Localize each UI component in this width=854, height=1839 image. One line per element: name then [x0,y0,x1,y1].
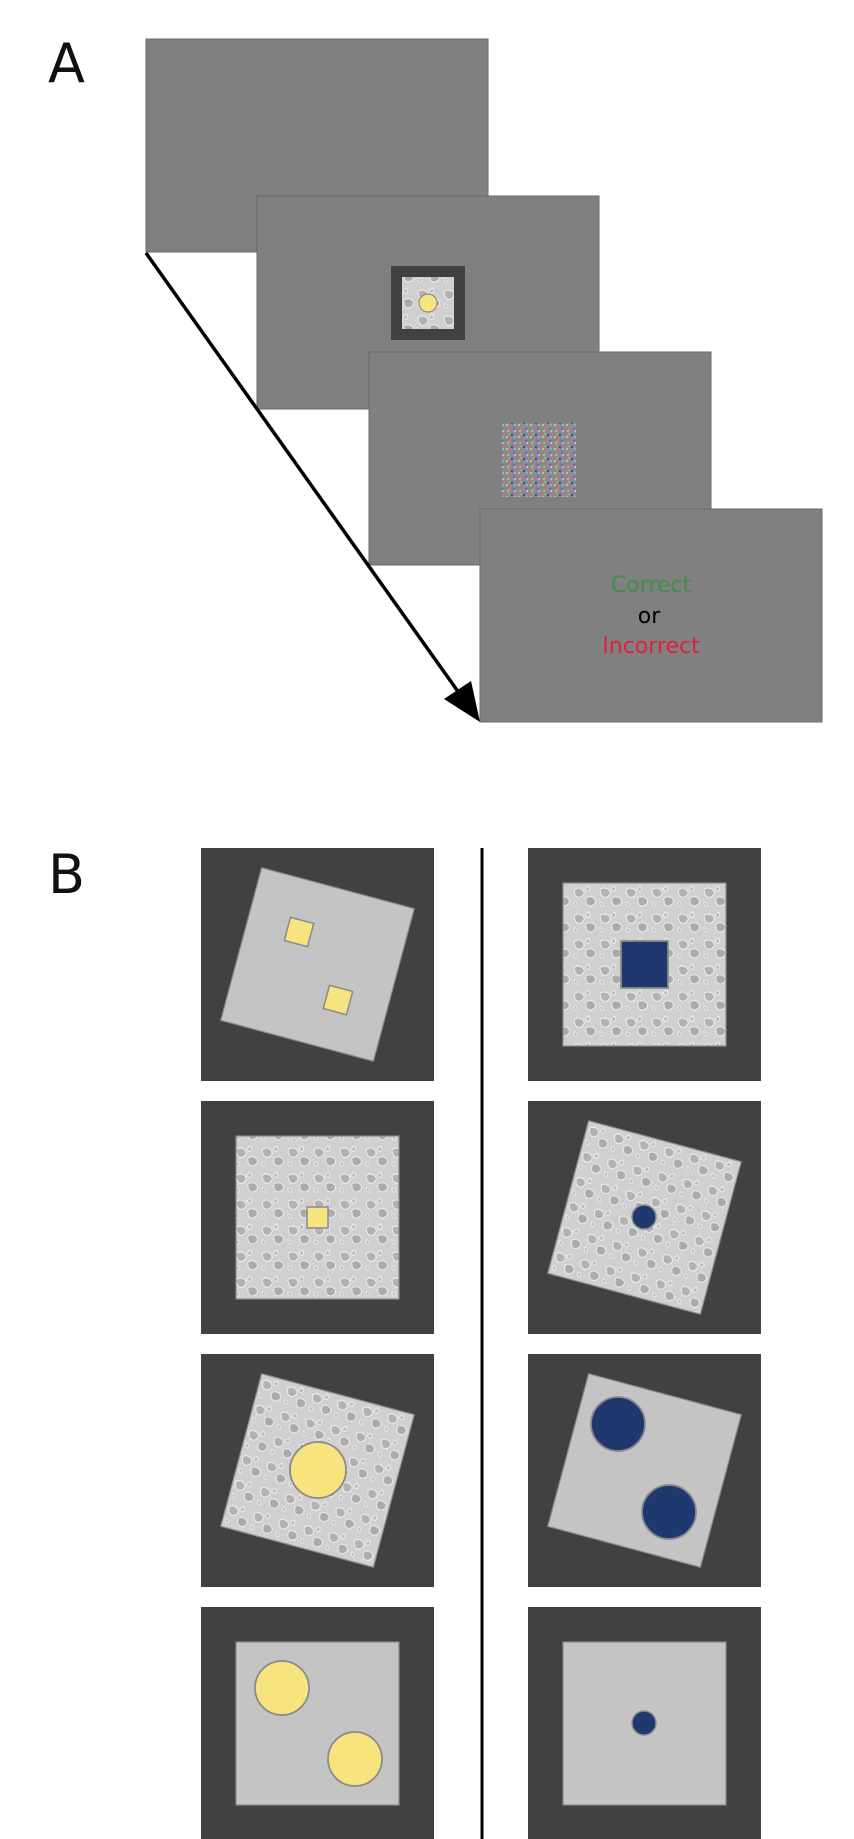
left-stimulus-2 [201,1101,434,1334]
panel-a-label: A [48,32,85,95]
stimulus-yellow-circle [418,293,438,313]
right-stimulus-3 [528,1354,761,1587]
left-stimulus-1 [201,848,434,1081]
right-stimulus-2 [528,1101,761,1334]
screen-feedback [479,508,823,723]
right-stimulus-4 [528,1607,761,1839]
panel-b-label: B [48,843,85,906]
feedback-incorrect: Incorrect [602,634,700,659]
time-arrow-shaft [144,251,476,716]
time-arrow-head [444,681,480,722]
right-stimulus-1 [528,848,761,1081]
noise-mask [502,423,576,497]
feedback-or: or [638,604,661,629]
left-stimulus-4 [201,1607,434,1839]
feedback-correct: Correct [611,573,692,598]
left-stimulus-3 [201,1354,434,1587]
